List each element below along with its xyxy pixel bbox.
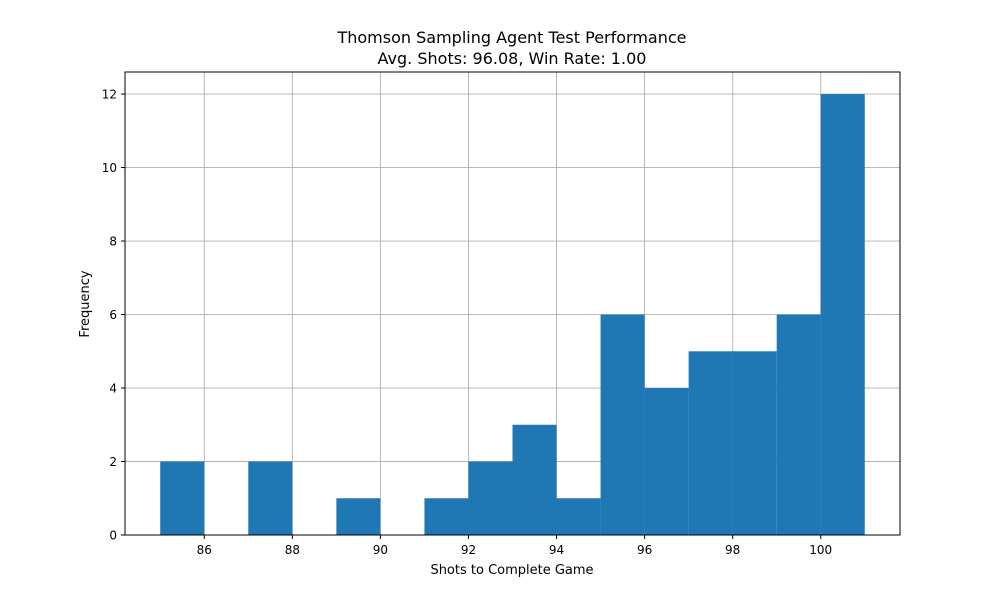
x-tick-label: 100 (809, 543, 832, 557)
histogram-bar (688, 351, 733, 535)
histogram-bar (820, 94, 865, 536)
chart-title: Thomson Sampling Agent Test Performance (336, 28, 686, 47)
histogram-bar (644, 388, 689, 535)
x-tick-label: 92 (461, 543, 476, 557)
y-tick-label: 6 (109, 308, 117, 322)
y-tick-label: 12 (102, 88, 117, 102)
y-tick-label: 0 (109, 529, 117, 543)
chart-subtitle: Avg. Shots: 96.08, Win Rate: 1.00 (378, 49, 647, 68)
histogram-bar (248, 461, 293, 535)
histogram-bar (336, 498, 381, 535)
x-tick-label: 90 (373, 543, 388, 557)
histogram-bar (468, 461, 513, 535)
x-axis-label: Shots to Complete Game (430, 563, 593, 578)
x-tick-label: 98 (725, 543, 740, 557)
histogram-bar (424, 498, 469, 535)
x-tick-label: 86 (197, 543, 212, 557)
y-axis-label: Frequency (78, 270, 93, 337)
histogram-bar (600, 314, 645, 535)
axis-ticks: 86 88 90 92 94 96 98 100 0 2 4 6 8 10 12 (102, 88, 832, 557)
y-tick-label: 8 (109, 235, 117, 249)
histogram-bar (160, 461, 205, 535)
y-tick-label: 4 (109, 382, 117, 396)
histogram-bar (776, 314, 821, 535)
y-tick-label: 10 (102, 161, 117, 175)
histogram-bar (732, 351, 777, 535)
x-tick-label: 88 (285, 543, 300, 557)
bars (160, 94, 865, 536)
y-tick-label: 2 (109, 455, 117, 469)
x-tick-label: 94 (549, 543, 564, 557)
x-tick-label: 96 (637, 543, 652, 557)
histogram-bar (512, 424, 557, 535)
plot-frame (124, 71, 901, 536)
histogram-bar (556, 498, 601, 535)
